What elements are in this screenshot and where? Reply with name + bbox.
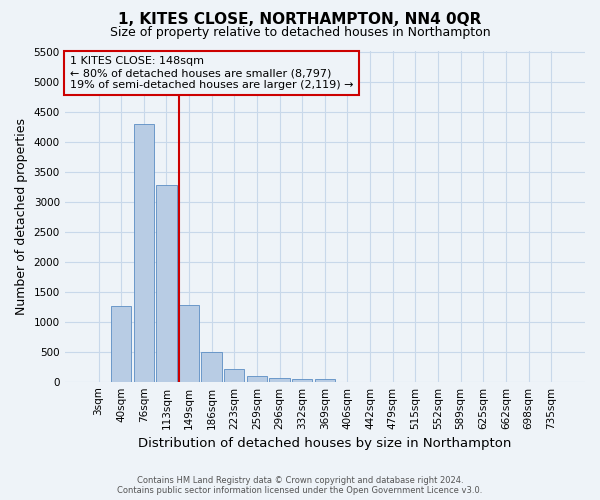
Bar [247, 376, 267, 382]
Bar [156, 185, 176, 382]
Bar [179, 306, 199, 382]
Text: Contains HM Land Registry data © Crown copyright and database right 2024.
Contai: Contains HM Land Registry data © Crown c… [118, 476, 482, 495]
Bar [111, 306, 131, 382]
Bar [292, 378, 313, 382]
Bar [224, 369, 244, 382]
Text: Size of property relative to detached houses in Northampton: Size of property relative to detached ho… [110, 26, 490, 39]
Bar [134, 124, 154, 382]
Bar [314, 380, 335, 382]
Text: 1 KITES CLOSE: 148sqm
← 80% of detached houses are smaller (8,797)
19% of semi-d: 1 KITES CLOSE: 148sqm ← 80% of detached … [70, 56, 353, 90]
X-axis label: Distribution of detached houses by size in Northampton: Distribution of detached houses by size … [138, 437, 512, 450]
Bar [202, 352, 222, 382]
Y-axis label: Number of detached properties: Number of detached properties [15, 118, 28, 315]
Text: 1, KITES CLOSE, NORTHAMPTON, NN4 0QR: 1, KITES CLOSE, NORTHAMPTON, NN4 0QR [118, 12, 482, 28]
Bar [269, 378, 290, 382]
